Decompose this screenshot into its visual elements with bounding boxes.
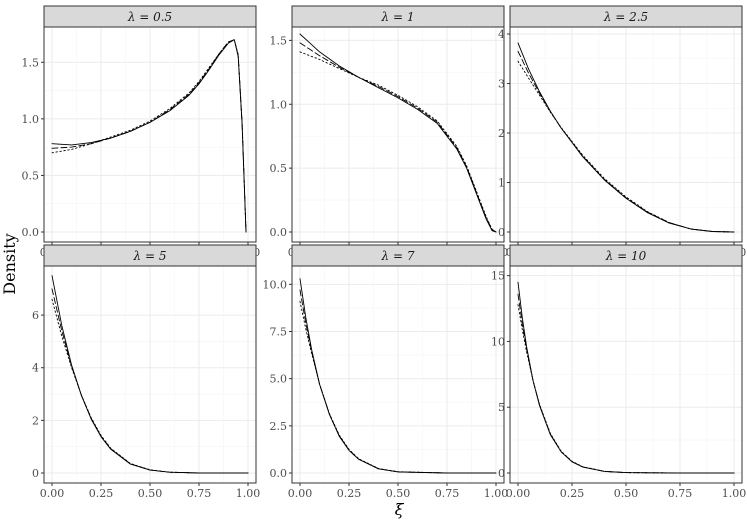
x-tick-label: 0.25: [89, 487, 114, 500]
y-tick-label: 0.0: [270, 226, 288, 239]
density-line-dotted: [299, 300, 497, 474]
y-tick-label: 1.0: [22, 113, 40, 126]
y-tick-label: 2: [32, 414, 39, 427]
facet-panel: λ = 5 0.00 0.25 0.50 0.75 1.00 0 2 4 6: [32, 244, 261, 500]
panel-border: [509, 26, 743, 243]
x-tick-label: 0.50: [386, 487, 411, 500]
y-axis-title: Density: [0, 233, 19, 294]
y-tick-label: 1.5: [270, 34, 288, 47]
x-tick-label: 0.25: [337, 487, 362, 500]
panel-border: [291, 265, 505, 484]
y-tick-label: 4: [32, 362, 39, 375]
density-line-dotted: [51, 298, 249, 474]
y-tick-label: 0.5: [22, 169, 40, 182]
facet-panel: λ = 7 0.00 0.25 0.50 0.75 1.00 0.0 2.5 5.0 7.5 10.…: [263, 244, 509, 500]
density-line-dashed: [517, 50, 735, 233]
density-line-dashed: [51, 288, 249, 474]
x-tick-label: 1.00: [236, 487, 261, 500]
density-line-dotted: [299, 51, 497, 233]
y-tick-label: 5: [498, 401, 505, 414]
x-tick-label: 0.00: [506, 487, 531, 500]
y-tick-label: 3: [498, 78, 505, 91]
y-tick-label: 15: [491, 270, 505, 283]
facet-panel: λ = 0.50.000.250.500.751.000.00.51.01.5: [22, 5, 260, 259]
facet-panel: λ = 10 0.00 0.25 0.50 0.75 1.00 0 5 10 15: [491, 244, 747, 500]
panel-border: [43, 26, 257, 243]
y-tick-label: 2.5: [270, 420, 288, 433]
y-tick-label: 10.0: [263, 278, 288, 291]
y-tick-label: 4: [498, 28, 505, 41]
y-tick-label: 0.0: [270, 467, 288, 480]
density-line-dotted: [517, 304, 735, 474]
y-tick-label: 1.5: [22, 56, 40, 69]
y-tick-label: 1.0: [270, 98, 288, 111]
x-tick-label: 0.00: [40, 487, 65, 500]
facet-panel: λ = 10.000.250.500.751.000.00.51.01.5: [270, 5, 508, 259]
x-tick-label: 0.50: [138, 487, 163, 500]
y-tick-label: 0.5: [270, 162, 288, 175]
y-tick-label: 0: [498, 467, 505, 480]
panel-grid: λ = 0.50.000.250.500.751.000.00.51.01.5λ…: [22, 5, 747, 500]
density-line-dotted: [517, 60, 735, 233]
x-tick-label: 1.00: [722, 487, 747, 500]
x-tick-label: 0.25: [560, 487, 585, 500]
y-tick-label: 2: [498, 127, 505, 140]
y-tick-label: 5.0: [270, 373, 288, 386]
density-line-dashed: [299, 42, 497, 233]
density-line-dashed: [51, 39, 247, 233]
density-line-solid: [299, 33, 497, 233]
y-tick-label: 10: [491, 335, 505, 348]
facet-strip-label: λ = 5: [133, 249, 167, 263]
panel-border: [509, 265, 743, 484]
facet-panel: λ = 2.50.000.250.500.751.0001234: [498, 5, 746, 259]
facet-strip-label: λ = 2.5: [603, 10, 648, 24]
facet-strip-label: λ = 7: [381, 249, 415, 263]
x-tick-label: 1.00: [484, 487, 509, 500]
x-tick-label: 0.75: [668, 487, 693, 500]
y-tick-label: 0.0: [22, 226, 40, 239]
facet-strip-label: λ = 1: [381, 10, 415, 24]
x-axis-title: ξ: [395, 500, 405, 519]
x-tick-label: 0.50: [614, 487, 639, 500]
panel-border: [291, 26, 505, 243]
y-tick-label: 0: [498, 226, 505, 239]
facet-strip-label: λ = 10: [605, 249, 647, 263]
y-tick-label: 6: [32, 309, 39, 322]
y-tick-label: 0: [32, 467, 39, 480]
y-tick-label: 7.5: [270, 325, 288, 338]
x-tick-label: 0.00: [288, 487, 313, 500]
x-tick-label: 0.75: [435, 487, 460, 500]
y-tick-label: 1: [498, 177, 505, 190]
facet-strip-label: λ = 0.5: [127, 10, 172, 24]
density-line-dashed: [299, 289, 497, 474]
panel-border: [43, 265, 257, 484]
x-tick-label: 0.75: [187, 487, 212, 500]
